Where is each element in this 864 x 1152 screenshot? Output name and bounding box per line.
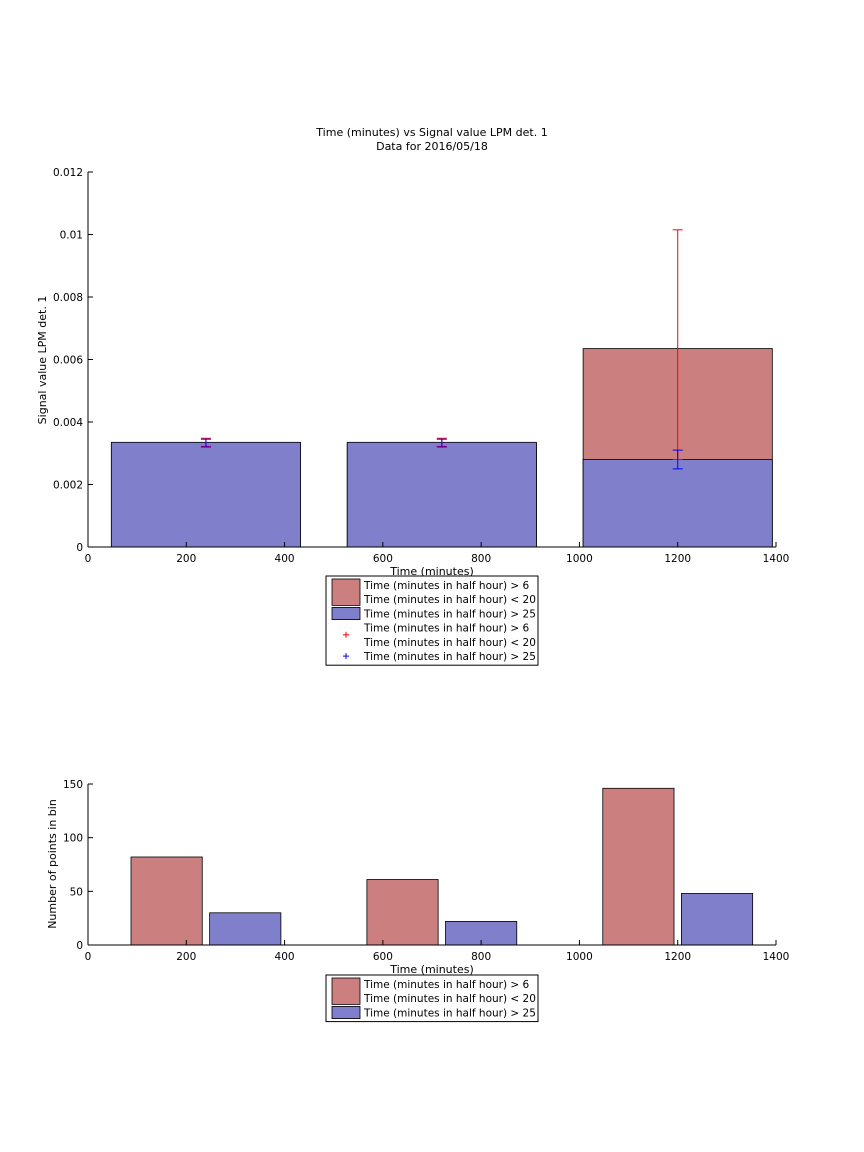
x-tick-label: 1400 — [763, 951, 790, 963]
x-tick-label: 600 — [373, 951, 393, 963]
x-tick-label: 200 — [176, 951, 196, 963]
x-tick-label: 1400 — [763, 553, 790, 565]
x-tick-label: 400 — [275, 951, 295, 963]
legend-label: Time (minutes in half hour) > 6 — [363, 623, 530, 635]
y-tick-label: 0 — [76, 940, 83, 952]
chart-title: Time (minutes) vs Signal value LPM det. … — [315, 126, 547, 139]
legend-swatch — [331, 607, 361, 621]
bar-series-1 — [602, 787, 675, 946]
legend-box — [325, 575, 539, 666]
bar-series-2 — [110, 441, 301, 548]
legend-label: Time (minutes in half hour) < 20 — [363, 637, 536, 649]
x-tick-label: 0 — [85, 553, 92, 565]
legend-label: Time (minutes in half hour) > 25 — [363, 608, 536, 620]
y-tick-label: 0 — [76, 542, 83, 554]
y-tick-label: 0.01 — [60, 230, 83, 242]
x-tick-label: 400 — [275, 553, 295, 565]
bar-group — [130, 787, 754, 946]
y-tick-label: 0.008 — [53, 292, 83, 304]
count-chart: Time (minutes) Number of points in bin 0… — [46, 779, 789, 1023]
bar-series-1 — [366, 879, 439, 946]
legend-label: Time (minutes in half hour) < 20 — [363, 594, 536, 606]
chart-subtitle: Data for 2016/05/18 — [376, 140, 488, 153]
axes: 0 200 400 600 800 1000 1200 1400 0 0.002 0.004 0.00… — [53, 167, 789, 565]
legend-box — [325, 974, 539, 1023]
bar-series-2 — [346, 441, 537, 548]
y-tick-label: 0.012 — [53, 167, 83, 179]
bar-series-2 — [681, 893, 754, 946]
errorbar-group — [200, 229, 683, 470]
signal-chart: Time (minutes) vs Signal value LPM det. … — [36, 126, 789, 666]
bar-group — [110, 348, 773, 548]
x-tick-label: 200 — [176, 553, 196, 565]
legend: Time (minutes in half hour) > 6 Time (min… — [325, 974, 539, 1023]
bar-series-1 — [130, 856, 203, 946]
y-tick-label: 100 — [63, 833, 83, 845]
legend-label: Time (minutes in half hour) > 25 — [363, 1007, 536, 1019]
x-tick-label: 1000 — [566, 951, 593, 963]
x-axis-label: Time (minutes) — [389, 963, 474, 976]
legend-swatch — [331, 977, 361, 1005]
bar-series-2 — [582, 459, 773, 548]
bar-series-2 — [209, 912, 282, 946]
legend-label: Time (minutes in half hour) < 20 — [363, 993, 536, 1005]
legend-swatch — [331, 1006, 361, 1020]
y-tick-label: 50 — [70, 886, 83, 898]
legend-swatch — [331, 578, 361, 606]
y-tick-label: 0.004 — [53, 417, 83, 429]
legend: Time (minutes in half hour) > 6 Time (min… — [325, 575, 539, 666]
y-axis-label: Number of points in bin — [46, 799, 59, 929]
x-tick-label: 1200 — [664, 951, 691, 963]
x-tick-label: 800 — [471, 553, 491, 565]
x-tick-label: 1000 — [566, 553, 593, 565]
x-tick-label: 0 — [85, 951, 92, 963]
x-tick-label: 600 — [373, 553, 393, 565]
y-tick-label: 150 — [63, 779, 83, 791]
x-tick-label: 1200 — [664, 553, 691, 565]
legend-label: Time (minutes in half hour) > 25 — [363, 651, 536, 663]
y-axis-label: Signal value LPM det. 1 — [36, 296, 49, 425]
legend-label: Time (minutes in half hour) > 6 — [363, 580, 530, 592]
axes: 0 200 400 600 800 1000 1200 1400 0 50 100 150 — [63, 779, 789, 963]
x-axis-label: Time (minutes) — [389, 565, 474, 578]
y-tick-label: 0.002 — [53, 480, 83, 492]
legend-label: Time (minutes in half hour) > 6 — [363, 979, 530, 991]
x-tick-label: 800 — [471, 951, 491, 963]
y-tick-label: 0.006 — [53, 355, 83, 367]
